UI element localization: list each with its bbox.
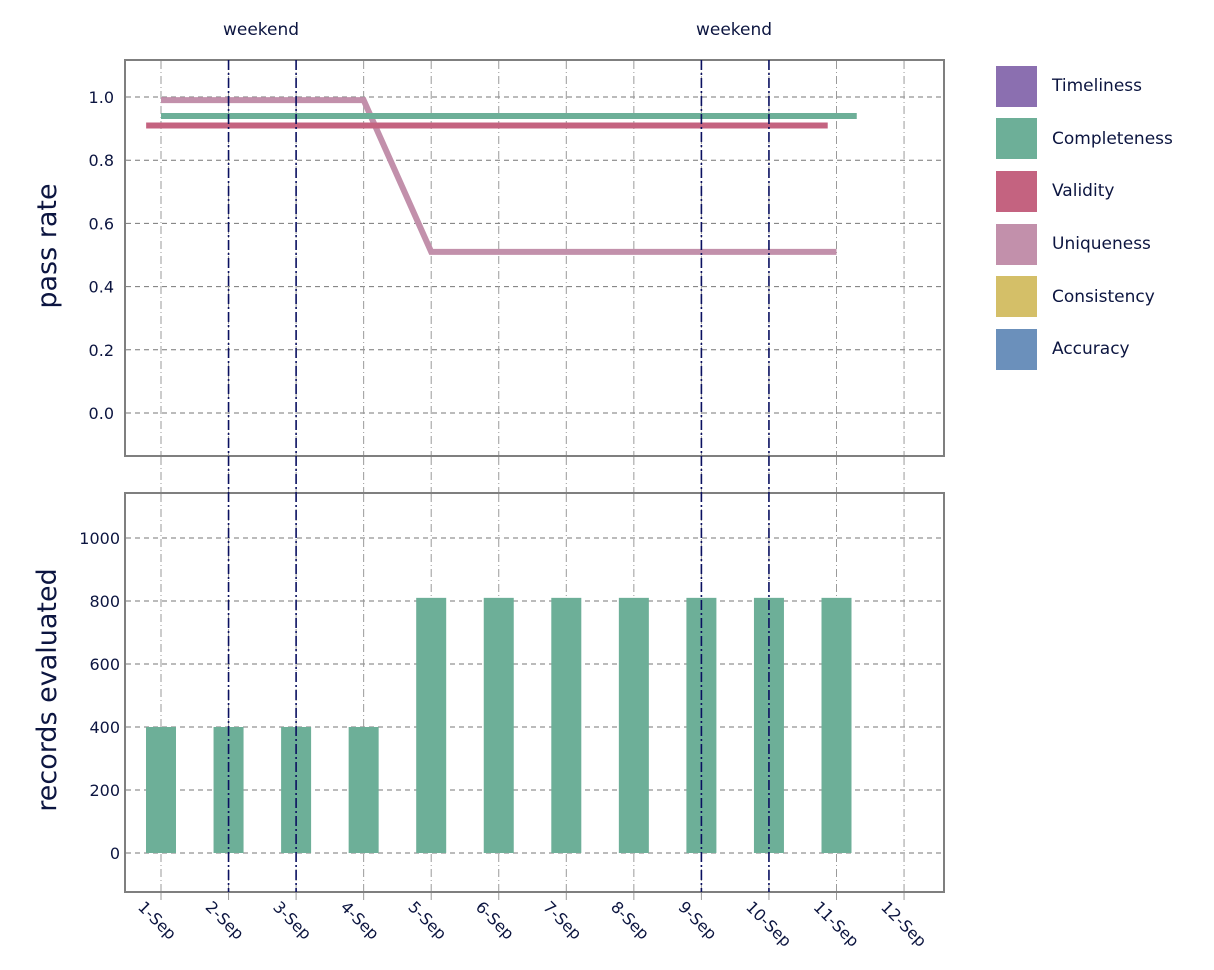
bar-4-Sep <box>348 727 379 853</box>
x-tick-label: 4-Sep <box>337 897 383 943</box>
bar-5-Sep <box>416 597 447 853</box>
top-horizontal-gridlines <box>126 96 943 414</box>
legend-swatch <box>996 170 1037 212</box>
x-tick-label: 10-Sep <box>742 897 795 950</box>
bar-11-Sep <box>821 597 852 853</box>
legend-item-accuracy: Accuracy <box>996 323 1173 376</box>
y-tick-label: 0.4 <box>89 278 114 297</box>
y-tick-label: 0.8 <box>89 151 114 170</box>
weekend-annotation-2: weekend <box>696 20 772 40</box>
x-tick-label: 2-Sep <box>202 897 248 943</box>
legend-swatch <box>996 65 1037 107</box>
bar-7-Sep <box>551 597 582 853</box>
x-tick-label: 5-Sep <box>404 897 450 943</box>
x-tick-label: 8-Sep <box>607 897 653 943</box>
y-tick-label: 0.2 <box>89 341 114 360</box>
x-axis-labels: 1-Sep 2-Sep 3-Sep 4-Sep 5-Sep 6-Sep 7-Sep 8-Sep… <box>134 897 930 950</box>
top-y-ticks: 0.0 0.2 0.4 0.6 0.8 1.0 <box>89 88 114 423</box>
y-tick-label: 200 <box>89 781 120 800</box>
y-tick-label: 0.6 <box>89 214 114 233</box>
y-tick-label: 1.0 <box>89 88 114 107</box>
pass-rate-lines <box>146 97 857 255</box>
bottom-horizontal-gridlines <box>126 537 943 854</box>
legend-label: Accuracy <box>1052 339 1130 360</box>
legend-swatch <box>996 223 1037 265</box>
y-tick-label: 600 <box>89 655 120 674</box>
legend-label: Completeness <box>1052 128 1173 149</box>
y-tick-label: 0 <box>110 844 120 863</box>
bar-6-Sep <box>483 597 514 853</box>
bottom-y-ticks: 0 200 400 600 800 1000 <box>79 529 120 863</box>
weekend-annotation-1: weekend <box>223 20 299 40</box>
top-plot-frame <box>124 59 945 457</box>
legend-item-validity: Validity <box>996 165 1173 218</box>
y-tick-label: 0.0 <box>89 404 114 423</box>
legend-item-timeliness: Timeliness <box>996 60 1173 113</box>
y-tick-label: 1000 <box>79 529 120 548</box>
bottom-panel: 0 200 400 600 800 1000 records evaluated <box>32 492 945 893</box>
legend: Timeliness Completeness Validity Uniquen… <box>996 60 1173 376</box>
legend-label: Consistency <box>1052 286 1155 307</box>
bar-1-Sep <box>146 727 176 853</box>
legend-label: Validity <box>1052 181 1115 202</box>
y-tick-label: 400 <box>89 718 120 737</box>
legend-label: Timeliness <box>1052 76 1142 97</box>
x-tick-label: 9-Sep <box>675 897 721 943</box>
legend-item-completeness: Completeness <box>996 113 1173 166</box>
bar-8-Sep <box>618 597 649 853</box>
legend-swatch <box>996 328 1037 370</box>
top-y-axis-title: pass rate <box>32 183 63 308</box>
y-tick-label: 800 <box>89 592 120 611</box>
x-tick-label: 6-Sep <box>472 897 518 943</box>
x-tick-label: 11-Sep <box>810 897 863 950</box>
bottom-y-axis-title: records evaluated <box>32 568 63 812</box>
legend-item-uniqueness: Uniqueness <box>996 218 1173 271</box>
bottom-plot-frame <box>124 492 945 893</box>
x-tick-label: 12-Sep <box>877 897 930 950</box>
legend-swatch <box>996 118 1037 160</box>
x-tick-label: 1-Sep <box>134 897 180 943</box>
top-panel: 0.0 0.2 0.4 0.6 0.8 1.0 pass rate <box>32 59 945 457</box>
x-tick-label: 7-Sep <box>539 897 585 943</box>
legend-item-consistency: Consistency <box>996 270 1173 323</box>
legend-label: Uniqueness <box>1052 234 1151 255</box>
x-tick-label: 3-Sep <box>269 897 315 943</box>
weekend-markers <box>225 50 772 892</box>
line-uniqueness <box>161 97 837 255</box>
legend-swatch <box>996 276 1037 318</box>
